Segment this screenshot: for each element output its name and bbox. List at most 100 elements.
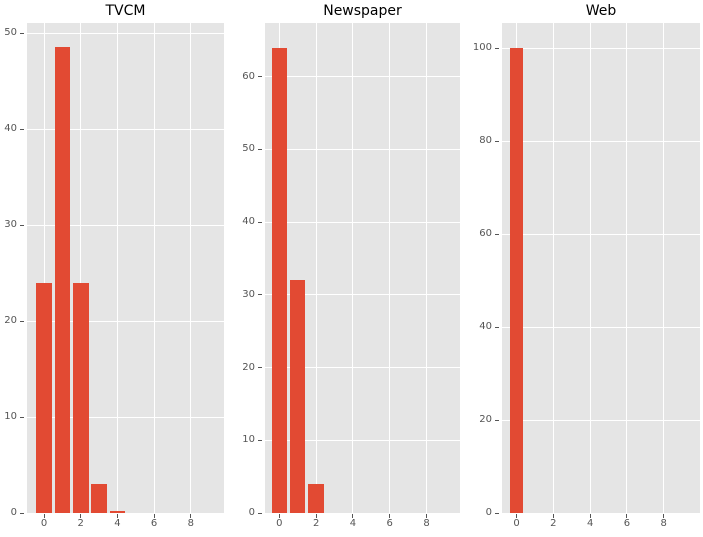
x-tick-mark xyxy=(516,514,518,518)
y-tick-mark xyxy=(20,416,24,418)
y-gridline xyxy=(502,233,700,235)
y-tick-label: 0 xyxy=(248,507,255,518)
x-tick-label: 6 xyxy=(150,518,158,529)
x-tick-label: 0 xyxy=(513,518,520,529)
x-tick-mark xyxy=(80,514,82,518)
y-tick-label: 40 xyxy=(479,321,492,333)
y-tick-label: 0 xyxy=(485,507,492,518)
y-tick-mark xyxy=(20,320,24,322)
x-tick-mark xyxy=(589,514,591,518)
y-gridline xyxy=(265,76,460,78)
y-tick-mark xyxy=(258,76,262,78)
histogram-bar xyxy=(290,280,306,513)
histogram-bar xyxy=(91,484,107,513)
y-tick-mark xyxy=(495,512,499,514)
y-tick-label: 30 xyxy=(4,219,17,231)
y-gridline xyxy=(265,439,460,441)
y-tick-label: 100 xyxy=(472,42,492,54)
x-gridline xyxy=(663,23,665,513)
y-tick-mark xyxy=(495,326,499,328)
x-tick-label: 8 xyxy=(187,518,194,529)
x-tick-label: 6 xyxy=(386,518,393,529)
y-tick-mark xyxy=(20,128,24,130)
y-tick-mark xyxy=(258,148,262,150)
y-gridline xyxy=(502,326,700,328)
histogram-bar xyxy=(509,48,524,513)
y-tick-mark xyxy=(495,140,499,142)
y-tick-label: 50 xyxy=(4,27,17,39)
x-gridline xyxy=(43,23,45,513)
y-tick-mark xyxy=(258,294,262,296)
x-tick-mark xyxy=(552,514,554,518)
chart-title: Web xyxy=(585,3,617,19)
x-gridline xyxy=(626,23,628,513)
x-gridline xyxy=(190,23,192,513)
y-gridline xyxy=(265,221,460,223)
x-tick-label: 8 xyxy=(660,518,667,529)
y-tick-label: 60 xyxy=(479,228,492,240)
y-tick-label: 40 xyxy=(4,123,17,135)
histogram-bar xyxy=(271,47,288,513)
x-tick-mark xyxy=(153,514,155,518)
y-gridline xyxy=(265,512,460,514)
x-gridline xyxy=(80,23,82,513)
chart-title: TVCM xyxy=(105,3,146,19)
chart-title: Newspaper xyxy=(323,3,402,19)
y-tick-label: 20 xyxy=(479,414,492,426)
x-gridline xyxy=(153,23,155,513)
x-tick-mark xyxy=(389,514,391,518)
histogram-bar xyxy=(72,282,89,513)
x-tick-label: 2 xyxy=(77,518,84,529)
x-tick-label: 4 xyxy=(349,518,357,529)
x-tick-mark xyxy=(278,514,280,518)
x-tick-label: 0 xyxy=(276,518,283,529)
y-gridline xyxy=(265,294,460,296)
y-gridline xyxy=(502,47,700,49)
y-tick-label: 10 xyxy=(4,411,17,423)
y-tick-label: 80 xyxy=(479,135,492,147)
x-gridline xyxy=(552,23,554,513)
y-gridline xyxy=(502,512,700,514)
y-tick-mark xyxy=(258,367,262,369)
x-tick-mark xyxy=(426,514,428,518)
x-gridline xyxy=(352,23,354,513)
x-tick-label: 0 xyxy=(40,518,48,529)
y-tick-mark xyxy=(495,47,499,49)
x-tick-mark xyxy=(352,514,354,518)
y-tick-mark xyxy=(20,512,24,514)
y-tick-mark xyxy=(258,439,262,441)
x-gridline xyxy=(389,23,391,513)
y-gridline xyxy=(27,32,224,34)
y-tick-label: 50 xyxy=(242,143,255,155)
x-tick-label: 6 xyxy=(623,518,631,529)
y-gridline xyxy=(27,128,224,130)
y-gridline xyxy=(27,512,224,514)
y-tick-label: 60 xyxy=(242,70,255,82)
y-tick-mark xyxy=(258,221,262,223)
y-tick-label: 30 xyxy=(242,288,255,300)
y-tick-mark xyxy=(20,224,24,226)
x-tick-mark xyxy=(315,514,317,518)
x-tick-mark xyxy=(190,514,192,518)
x-tick-label: 4 xyxy=(586,518,594,529)
y-gridline xyxy=(265,148,460,150)
x-tick-label: 8 xyxy=(423,518,430,529)
x-gridline xyxy=(426,23,428,513)
x-gridline xyxy=(315,23,317,513)
y-tick-mark xyxy=(495,233,499,235)
y-tick-label: 10 xyxy=(242,434,255,446)
x-gridline xyxy=(116,23,118,513)
y-gridline xyxy=(27,320,224,322)
y-gridline xyxy=(27,416,224,418)
y-gridline xyxy=(502,140,700,142)
histogram-bar xyxy=(308,483,324,513)
x-tick-mark xyxy=(43,514,45,518)
y-gridline xyxy=(27,224,224,226)
histogram-bar xyxy=(36,282,52,513)
y-tick-mark xyxy=(258,512,262,514)
y-tick-label: 20 xyxy=(242,361,255,373)
x-tick-mark xyxy=(116,514,118,518)
plot-area xyxy=(502,23,700,513)
y-tick-label: 20 xyxy=(4,315,17,327)
